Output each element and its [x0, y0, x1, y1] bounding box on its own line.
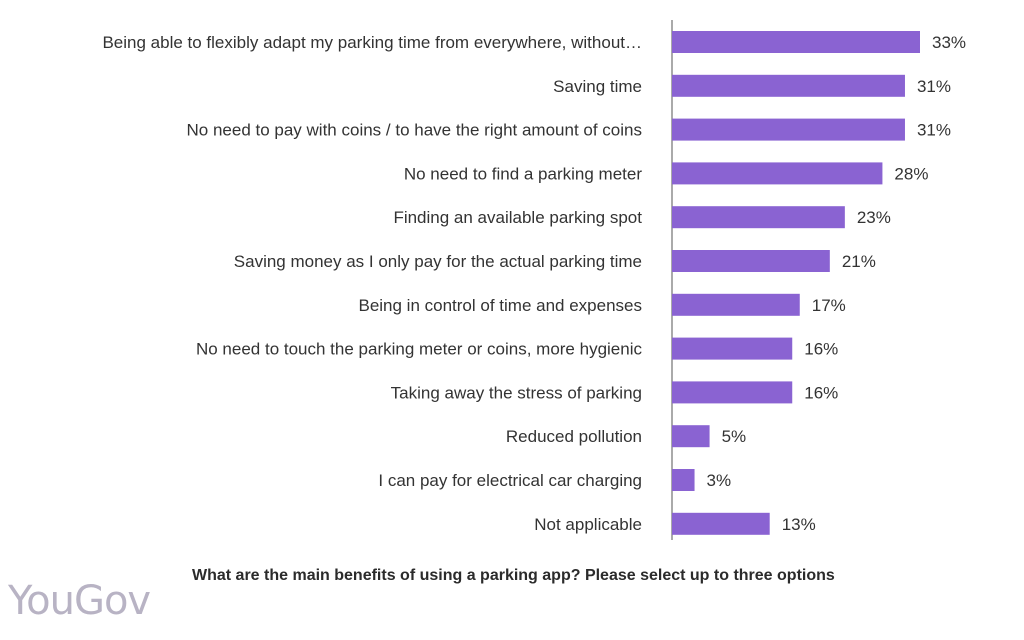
value-label: 16% — [804, 383, 838, 402]
bar — [672, 381, 793, 404]
value-label: 28% — [894, 164, 928, 183]
value-label: 13% — [782, 515, 816, 534]
value-label: 17% — [812, 296, 846, 315]
bar — [672, 206, 845, 229]
category-label: No need to pay with coins / to have the … — [187, 121, 643, 140]
bar — [672, 31, 920, 53]
value-label: 3% — [707, 471, 732, 490]
value-label: 33% — [932, 33, 966, 52]
bar — [672, 162, 883, 185]
category-label: I can pay for electrical car charging — [378, 471, 642, 490]
bar — [672, 425, 710, 448]
category-label: Reduced pollution — [506, 427, 642, 446]
bar-chart: Being able to flexibly adapt my parking … — [102, 20, 966, 540]
category-label: Saving money as I only pay for the actua… — [234, 252, 642, 271]
value-label: 21% — [842, 252, 876, 271]
value-label: 23% — [857, 208, 891, 227]
value-label: 31% — [917, 121, 951, 140]
value-label: 16% — [804, 340, 838, 359]
bar — [672, 512, 770, 535]
category-label: Being in control of time and expenses — [358, 296, 642, 315]
bar — [672, 250, 830, 272]
yougov-logo: YouGov — [8, 578, 151, 624]
category-label: No need to touch the parking meter or co… — [196, 340, 643, 359]
category-label: Taking away the stress of parking — [391, 383, 642, 402]
bar — [672, 337, 793, 360]
bar — [672, 74, 905, 97]
category-label: Saving time — [553, 77, 642, 96]
category-label: No need to find a parking meter — [404, 164, 642, 183]
category-label: Not applicable — [534, 515, 642, 534]
bar — [672, 293, 800, 316]
value-label: 5% — [722, 427, 747, 446]
category-label: Being able to flexibly adapt my parking … — [102, 33, 642, 52]
bar — [672, 118, 905, 141]
survey-question: What are the main benefits of using a pa… — [192, 567, 835, 584]
value-label: 31% — [917, 77, 951, 96]
bar — [672, 469, 695, 491]
category-label: Finding an available parking spot — [393, 208, 642, 227]
